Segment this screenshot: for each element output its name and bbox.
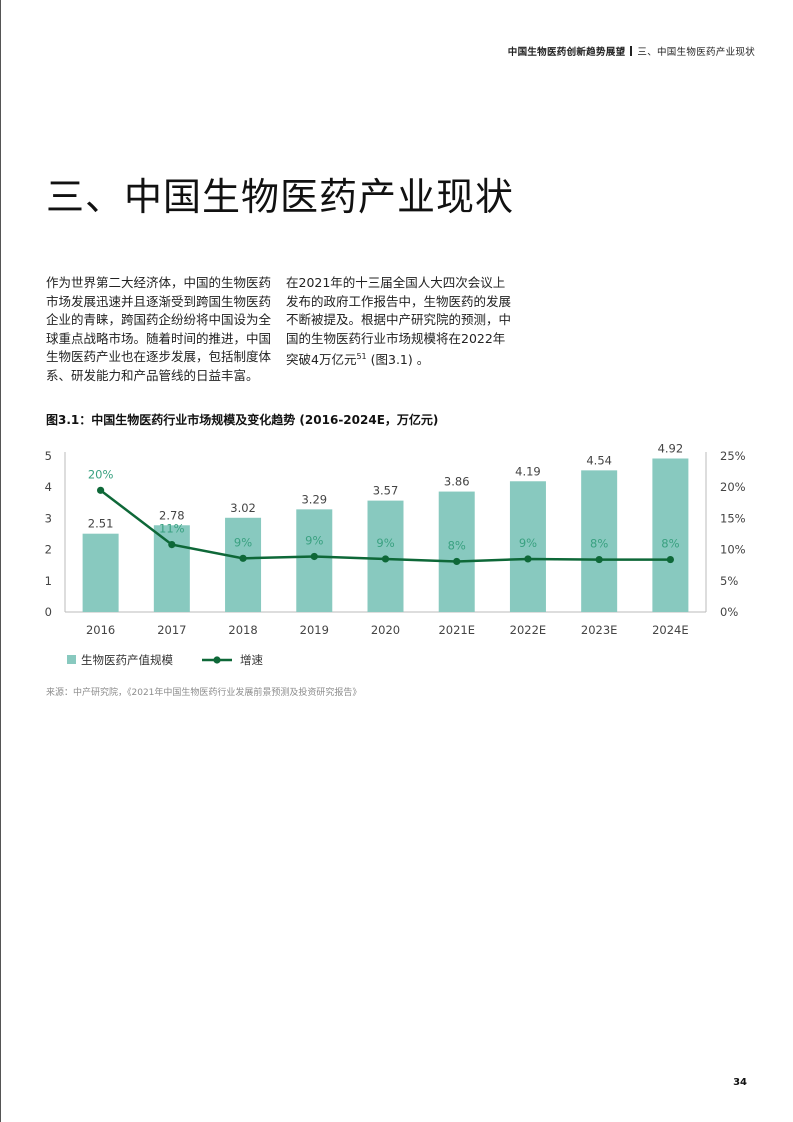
- y-right-tick-label: 15%: [720, 511, 746, 525]
- y-left-tick-label: 0: [45, 605, 52, 619]
- bar-2024E: [652, 458, 689, 612]
- x-tick-label: 2019: [300, 623, 329, 637]
- bar-value-label: 3.29: [301, 492, 327, 506]
- growth-value-label: 9%: [234, 535, 252, 549]
- x-tick-label: 2016: [86, 623, 115, 637]
- growth-point-2022E: [524, 555, 532, 563]
- legend-line-label: 增速: [240, 653, 263, 667]
- growth-value-label: 9%: [519, 536, 537, 550]
- growth-point-2017: [168, 541, 176, 549]
- figure-source: 来源：中产研究院，《2021年中国生物医药行业发展前景预测及投资研究报告》: [46, 688, 362, 698]
- bar-2021E: [438, 491, 475, 612]
- intro-paragraph-right: 在2021年的十三届全国人大四次会议上发布的政府工作报告中，生物医药的发展不断被…: [286, 274, 512, 370]
- y-left-tick-label: 5: [45, 449, 52, 463]
- bar-2019: [296, 509, 333, 612]
- bar-2017: [153, 525, 190, 612]
- x-tick-label: 2024E: [652, 623, 689, 637]
- bar-value-label: 3.57: [373, 484, 399, 498]
- growth-point-2019: [310, 552, 318, 561]
- legend-line-marker: [213, 656, 221, 664]
- paragraph-right-end: (图3.1) 。: [366, 352, 430, 368]
- bar-value-label: 3.02: [230, 501, 256, 515]
- paragraph-right-text: 在2021年的十三届全国人大四次会议上发布的政府工作报告中，生物医药的发展不断被…: [286, 275, 512, 368]
- page-title: 三、中国生物医药产业现状: [46, 175, 515, 219]
- page-number: 34: [733, 1077, 747, 1088]
- y-right-tick-label: 20%: [720, 480, 746, 494]
- bar-2023E: [581, 470, 618, 612]
- x-tick-label: 2023E: [581, 623, 618, 637]
- bar-2018: [225, 517, 262, 612]
- growth-point-2024E: [666, 555, 674, 564]
- growth-point-2021E: [453, 557, 461, 566]
- growth-point-2018: [239, 554, 247, 562]
- header-section: 三、中国生物医药产业现状: [637, 47, 755, 58]
- bar-value-label: 3.86: [444, 475, 470, 489]
- y-right-tick-label: 10%: [720, 543, 746, 557]
- x-tick-label: 2017: [157, 623, 186, 637]
- growth-point-2023E: [595, 555, 603, 564]
- bar-value-label: 2.78: [159, 508, 185, 522]
- x-tick-label: 2020: [371, 623, 400, 637]
- footnote-ref: 51: [356, 352, 367, 362]
- growth-value-label: 8%: [661, 537, 679, 551]
- y-right-tick-label: 0%: [720, 605, 738, 619]
- header-separator: [630, 46, 633, 56]
- growth-value-label: 8%: [448, 538, 466, 552]
- x-tick-label: 2022E: [510, 623, 547, 637]
- growth-value-label: 9%: [376, 536, 394, 550]
- y-left-tick-label: 1: [45, 574, 52, 588]
- intro-paragraph-left: 作为世界第二大经济体，中国的生物医药市场发展迅速并且逐渐受到跨国生物医药企业的青…: [46, 275, 272, 383]
- legend-bar-swatch: [67, 655, 76, 664]
- bar-value-label: 4.92: [658, 441, 684, 455]
- y-right-tick-label: 5%: [720, 574, 738, 588]
- report-title: 中国生物医药创新趋势展望: [507, 47, 626, 58]
- y-left-tick-label: 2: [45, 543, 52, 557]
- bar-value-label: 4.19: [515, 464, 541, 478]
- growth-value-label: 8%: [590, 537, 608, 551]
- market-size-chart: 0 1 2 3 4 5 0% 5% 10% 15% 20% 25% 2.51 2.78 3.02 3.29 3.…: [45, 441, 746, 667]
- x-tick-label: 2018: [228, 623, 257, 637]
- x-tick-label: 2021E: [438, 623, 475, 637]
- bar-2022E: [509, 481, 546, 612]
- bar-value-label: 4.54: [586, 453, 612, 467]
- y-right-tick-label: 25%: [720, 449, 746, 463]
- growth-point-2016: [97, 486, 105, 494]
- figure-title: 图3.1：中国生物医药行业市场规模及变化趋势 (2016-2024E，万亿元): [46, 413, 439, 427]
- growth-point-2020: [381, 555, 390, 563]
- legend-bar-label: 生物医药产值规模: [81, 653, 173, 667]
- y-left-tick-label: 4: [45, 480, 52, 494]
- y-left-tick-label: 3: [45, 511, 52, 525]
- page-edge-rule: [0, 0, 1, 1122]
- growth-value-label: 11%: [159, 522, 185, 536]
- running-header: 中国生物医药创新趋势展望 三、中国生物医药产业现状: [508, 44, 755, 58]
- bar-2016: [82, 533, 119, 612]
- growth-value-label: 9%: [305, 533, 323, 547]
- growth-value-label: 20%: [88, 467, 114, 481]
- bar-value-label: 2.51: [88, 517, 114, 531]
